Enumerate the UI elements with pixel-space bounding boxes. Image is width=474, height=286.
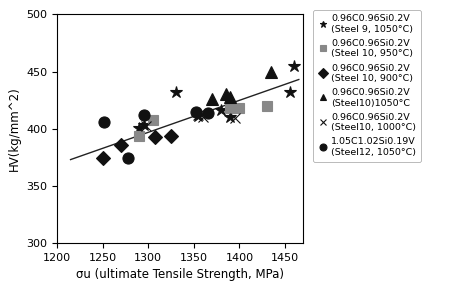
Legend: 0.96C0.96Si0.2V
(Steel 9, 1050°C), 0.96C0.96Si0.2V
(Steel 10, 950°C), 0.96C0.96S: 0.96C0.96Si0.2V (Steel 9, 1050°C), 0.96C… <box>313 10 421 162</box>
Y-axis label: HV(kg/mm^2): HV(kg/mm^2) <box>8 86 20 171</box>
X-axis label: σu (ultimate Tensile Strength, MPa): σu (ultimate Tensile Strength, MPa) <box>76 268 284 281</box>
